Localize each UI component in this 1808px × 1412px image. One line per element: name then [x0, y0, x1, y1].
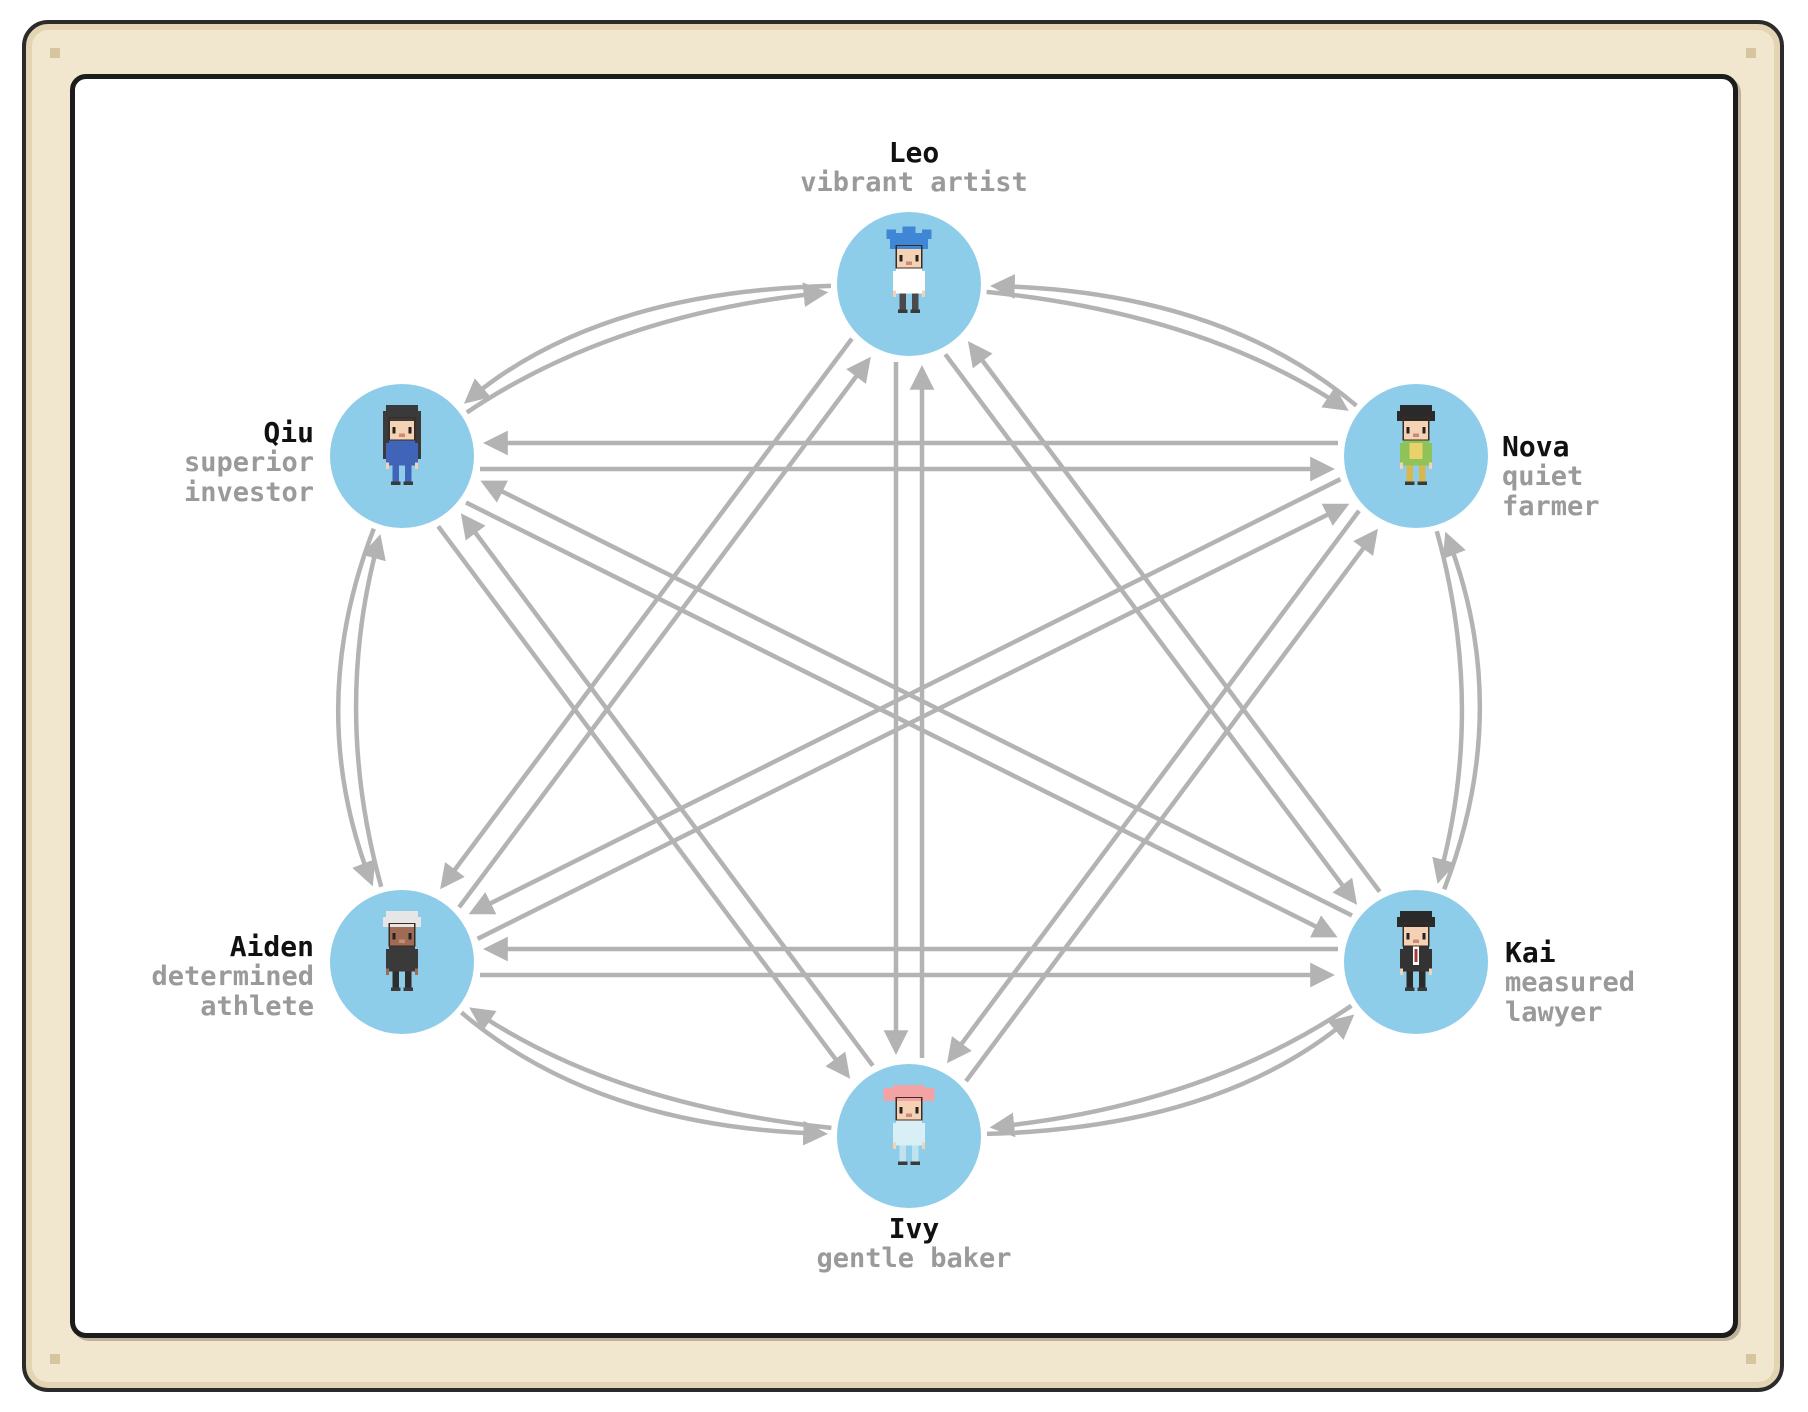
node-role: investor — [183, 477, 314, 508]
edge-nova-to-ivy — [947, 509, 1361, 1064]
edge-leo-to-qiu — [463, 283, 832, 404]
edge-layer — [335, 274, 1483, 1146]
frame-rivet — [1746, 48, 1756, 58]
edge-aiden-to-qiu — [353, 534, 386, 888]
edge-ivy-to-qiu — [460, 513, 875, 1068]
edge-qiu-to-kai — [464, 500, 1338, 938]
edge-leo-to-kai — [943, 352, 1358, 905]
edge-ivy-to-nova — [964, 528, 1378, 1083]
edge-aiden-to-ivy — [459, 1010, 828, 1146]
edge-leo-to-nova — [986, 289, 1349, 411]
edge-aiden-to-leo — [457, 356, 871, 909]
node-name: Qiu — [263, 416, 314, 449]
node-leo[interactable] — [837, 212, 981, 356]
node-role: farmer — [1502, 491, 1600, 522]
edge-kai-to-qiu — [480, 480, 1354, 918]
node-label-qiu: Qiu superior investor — [110, 418, 314, 508]
blue-haired-artist-icon — [886, 226, 932, 313]
edge-qiu-to-aiden — [335, 527, 376, 887]
frame-rivet — [50, 1354, 60, 1364]
pink-haired-baker-icon — [883, 1084, 935, 1165]
node-label-nova: Nova quiet farmer — [1502, 432, 1722, 522]
node-qiu[interactable] — [330, 384, 474, 528]
node-role: lawyer — [1505, 997, 1603, 1028]
node-nova[interactable] — [1344, 384, 1488, 528]
node-label-leo: Leo vibrant artist — [794, 138, 1034, 198]
frame-rivet — [1746, 1354, 1756, 1364]
edge-nova-to-leo — [990, 274, 1358, 408]
node-role: gentle baker — [816, 1243, 1012, 1274]
edge-ivy-to-kai — [986, 1014, 1355, 1137]
edge-nova-to-kai — [1432, 530, 1465, 884]
frame-rivet — [50, 48, 60, 58]
node-label-kai: Kai measured lawyer — [1505, 938, 1725, 1028]
edge-ivy-to-aiden — [469, 1007, 832, 1131]
node-role: vibrant artist — [800, 167, 1028, 198]
long-haired-investor-icon — [382, 404, 422, 485]
node-name: Leo — [888, 136, 940, 169]
edge-qiu-to-ivy — [436, 524, 851, 1079]
suited-lawyer-icon — [1396, 910, 1436, 991]
node-role: athlete — [200, 991, 314, 1022]
farmer-girl-icon — [1396, 404, 1436, 485]
node-role: determined — [151, 961, 314, 992]
node-role: measured — [1505, 967, 1636, 998]
white-haired-athlete-icon — [382, 910, 422, 991]
node-name: Kai — [1505, 936, 1556, 969]
edge-kai-to-leo — [967, 341, 1382, 894]
node-name: Aiden — [229, 930, 314, 963]
node-label-aiden: Aiden determined athlete — [100, 932, 314, 1022]
node-role: quiet — [1502, 461, 1584, 492]
edge-kai-to-nova — [1442, 531, 1483, 891]
node-name: Nova — [1502, 430, 1570, 463]
node-role: superior — [183, 447, 314, 478]
node-label-ivy: Ivy gentle baker — [794, 1214, 1034, 1274]
node-kai[interactable] — [1344, 890, 1488, 1034]
edge-qiu-to-leo — [465, 282, 829, 415]
edge-kai-to-ivy — [989, 1003, 1353, 1138]
edge-leo-to-aiden — [440, 337, 854, 890]
node-name: Ivy — [888, 1212, 940, 1245]
node-aiden[interactable] — [330, 890, 474, 1034]
node-ivy[interactable] — [837, 1064, 981, 1208]
node-layer — [330, 212, 1488, 1208]
